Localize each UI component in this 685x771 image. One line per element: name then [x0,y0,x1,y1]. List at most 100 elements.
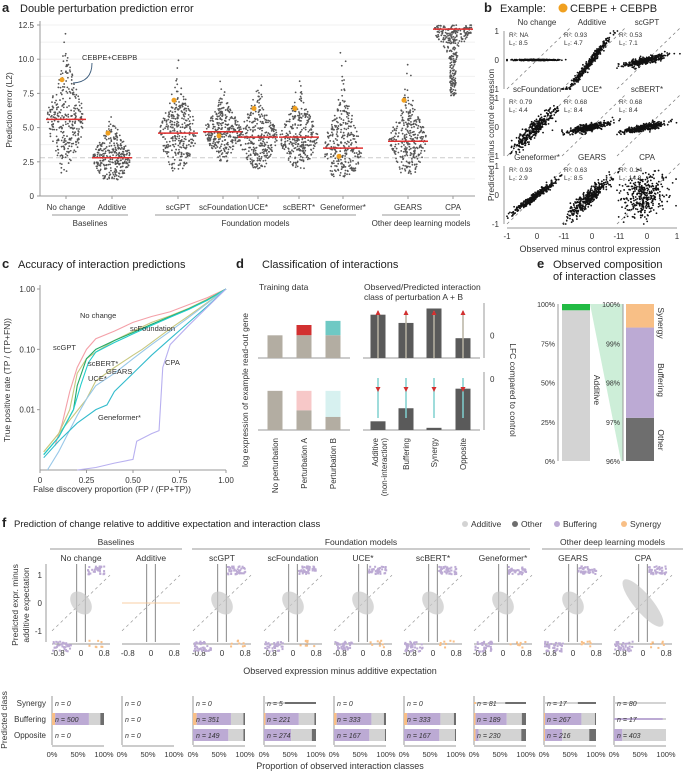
data-point [312,147,315,150]
data-point [189,145,192,148]
data-point [249,128,252,131]
data-point [80,102,83,105]
data-point [254,166,257,169]
data-point [255,163,258,166]
data-point [169,119,172,122]
data-point [94,154,96,157]
data-point [167,125,170,127]
data-point [339,150,342,153]
data-point [168,111,170,114]
data-point [296,126,299,129]
data-point [251,164,254,167]
data-point [326,157,329,160]
data-point [395,138,398,141]
data-point [171,162,174,165]
data-point [264,148,267,151]
data-point [452,74,455,77]
data-point [206,137,209,140]
data-point [408,132,410,135]
data-point [65,123,67,126]
data-point [354,140,357,143]
data-point [218,122,220,124]
data-point [574,74,576,77]
data-point [352,135,355,138]
data-point [640,61,643,63]
data-point [127,164,130,167]
data-point [443,46,446,49]
data-point [185,156,187,159]
data-point [68,97,71,100]
data-point [405,133,408,136]
data-point [580,124,583,127]
data-point [189,127,191,130]
data-point [524,140,527,142]
data-point [404,137,407,140]
data-point [305,156,308,159]
data-point [650,125,653,127]
data-point [63,141,66,143]
data-point [291,109,294,112]
data-point [265,162,268,165]
data-point [104,158,107,161]
data-point [121,158,124,160]
data-point [588,58,591,61]
data-point [183,111,186,114]
data-point [217,108,220,110]
data-point [266,141,268,144]
data-point [115,142,118,145]
y-tick-label: 12.5 [18,21,34,30]
data-point [304,126,307,129]
data-point [223,144,226,146]
data-point [74,150,77,153]
data-point [521,128,524,131]
data-point [305,115,307,117]
data-point [578,77,581,80]
data-point [109,161,111,163]
data-point [608,38,610,41]
data-point [581,73,584,76]
data-point [533,122,536,125]
data-point [170,123,173,126]
data-point [124,158,127,161]
data-point [564,58,567,61]
data-point [215,129,218,132]
data-point [399,155,402,158]
data-point [602,40,605,43]
data-point [293,142,295,145]
data-point [219,159,222,162]
data-point [446,32,449,35]
data-point [354,126,357,129]
data-point [67,162,70,164]
data-point [454,89,457,92]
data-point [118,152,121,155]
data-point [51,120,53,123]
data-point [409,147,412,150]
data-point [221,111,224,113]
data-point [408,169,411,172]
data-point [552,108,555,111]
data-point [311,151,314,154]
data-point [344,148,347,151]
data-point [120,146,123,149]
x-tick-label: 0 [535,232,540,241]
data-point [177,167,180,170]
data-point [168,102,171,105]
data-point [209,137,212,140]
data-point [52,106,55,109]
data-point [595,49,598,52]
data-point [162,117,165,120]
data-point [556,107,559,110]
data-point [261,107,264,109]
data-point [272,127,274,130]
data-point [574,79,577,82]
data-point [221,133,224,136]
data-point [392,136,395,139]
data-point [68,137,71,140]
data-point [247,150,250,153]
data-point [75,88,78,91]
data-point [252,98,254,101]
data-point [184,162,187,165]
data-point [409,117,412,120]
data-point [258,157,261,160]
data-point [454,36,457,39]
